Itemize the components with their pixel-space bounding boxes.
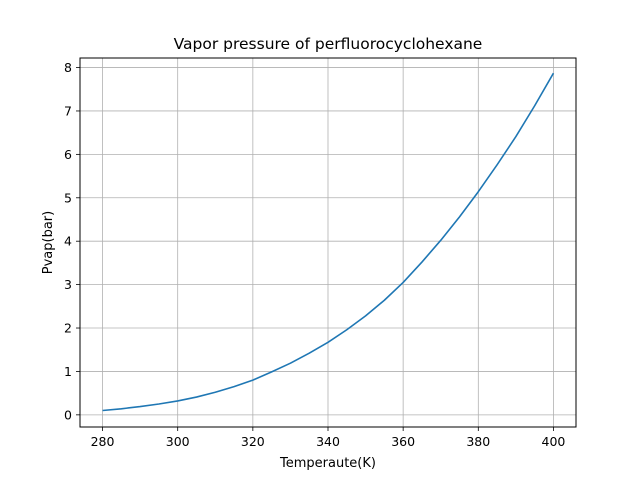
chart-title: Vapor pressure of perfluorocyclohexane (174, 35, 483, 53)
y-tick-label: 1 (64, 364, 72, 379)
x-axis-label: Temperaute(K) (279, 456, 376, 471)
series-line (102, 72, 555, 412)
series-layer (102, 72, 555, 412)
y-tick-label: 5 (64, 190, 72, 205)
y-tick-label: 6 (64, 147, 72, 162)
x-tick-label: 380 (466, 434, 490, 449)
x-tick-label: 360 (391, 434, 415, 449)
x-tick-label: 300 (166, 434, 190, 449)
x-tick-label: 320 (241, 434, 265, 449)
y-tick-label: 2 (64, 321, 72, 336)
y-tick-label: 3 (64, 277, 72, 292)
y-tick-label: 8 (64, 60, 72, 75)
x-tick-label: 400 (542, 434, 566, 449)
x-tick-label: 340 (316, 434, 340, 449)
x-tick-label: 280 (91, 434, 115, 449)
grid (80, 58, 576, 427)
y-tick-label: 0 (64, 407, 72, 422)
ticks: 280 300 320 340 360 380 400 0 1 2 3 4 5 6 7 8 (64, 60, 565, 449)
y-axis-label: Pvap(bar) (41, 211, 56, 274)
y-tick-label: 4 (64, 234, 72, 249)
y-tick-label: 7 (64, 103, 72, 118)
